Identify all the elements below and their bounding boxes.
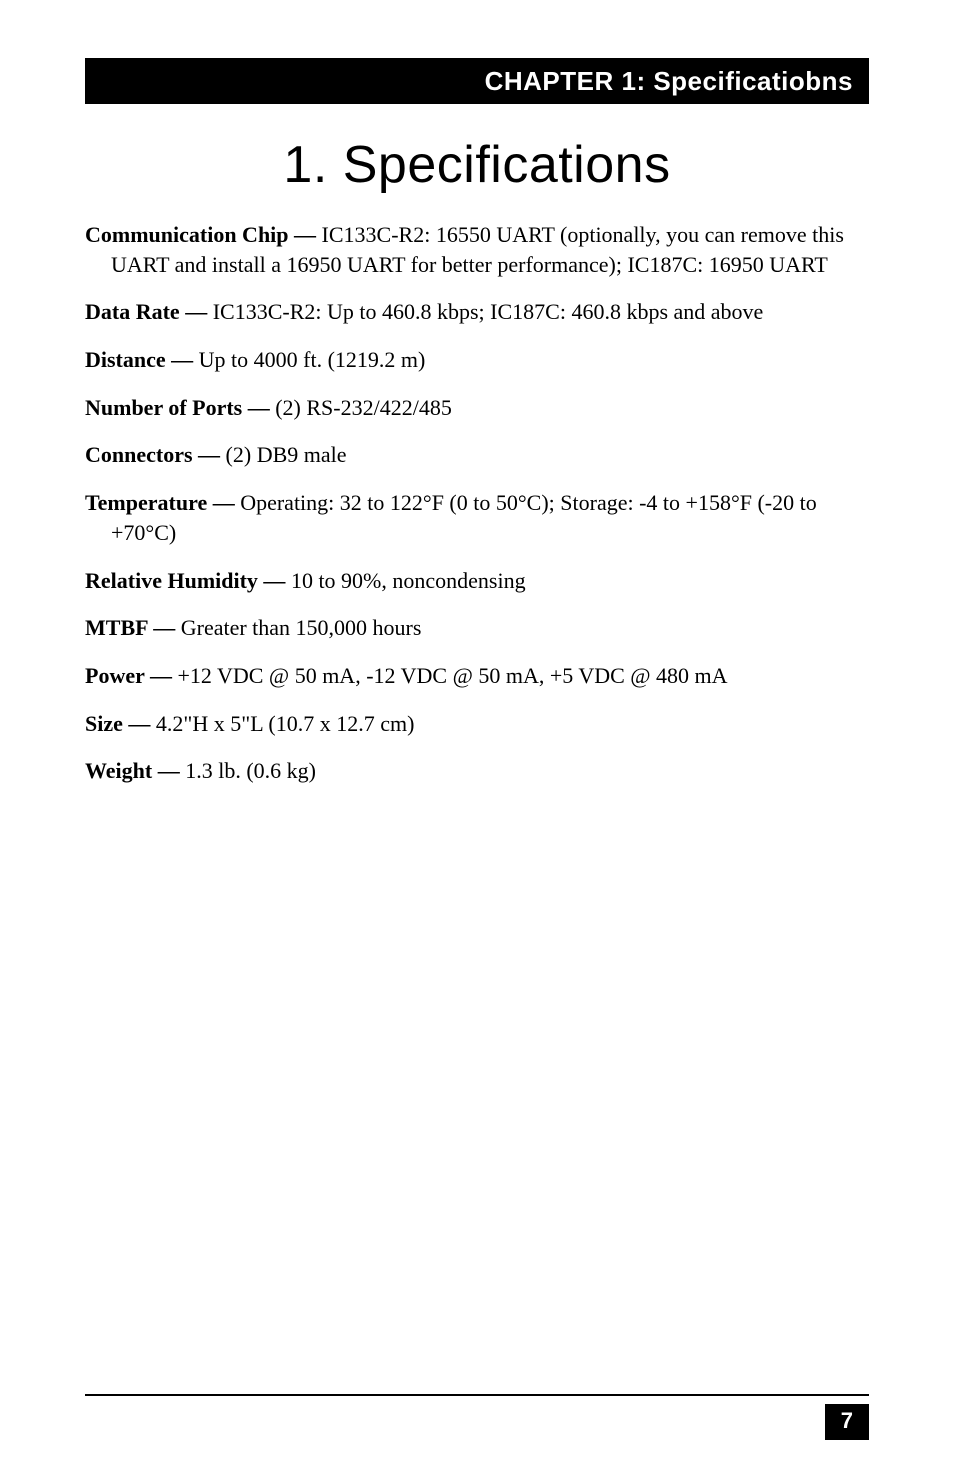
chapter-header: CHAPTER 1: Specificatiobns [85,58,869,104]
page-footer: 7 [85,1394,869,1440]
spec-value: 1.3 lb. (0.6 kg) [180,758,316,783]
footer-rule [85,1394,869,1396]
spec-row: Connectors — (2) DB9 male [85,440,869,470]
spec-label: Power — [85,663,172,688]
page-number: 7 [825,1404,869,1440]
spec-value: (2) DB9 male [220,442,346,467]
page-title: 1. Specifications [85,135,869,195]
spec-label: Weight — [85,758,180,783]
spec-label: MTBF — [85,615,175,640]
spec-row: Temperature — Operating: 32 to 122°F (0 … [85,488,869,547]
spec-label: Data Rate — [85,299,207,324]
spec-value: Up to 4000 ft. (1219.2 m) [193,347,425,372]
spec-row: Number of Ports — (2) RS-232/422/485 [85,393,869,423]
spec-row: Relative Humidity — 10 to 90%, nonconden… [85,566,869,596]
spec-label: Distance — [85,347,193,372]
spec-value: (2) RS-232/422/485 [270,395,452,420]
spec-row: Power — +12 VDC @ 50 mA, -12 VDC @ 50 mA… [85,661,869,691]
spec-row: Size — 4.2"H x 5"L (10.7 x 12.7 cm) [85,709,869,739]
spec-row: Weight — 1.3 lb. (0.6 kg) [85,756,869,786]
spec-row: Distance — Up to 4000 ft. (1219.2 m) [85,345,869,375]
spec-row: Communication Chip — IC133C-R2: 16550 UA… [85,220,869,279]
spec-row: Data Rate — IC133C-R2: Up to 460.8 kbps;… [85,297,869,327]
spec-value: 4.2"H x 5"L (10.7 x 12.7 cm) [150,711,414,736]
spec-label: Number of Ports — [85,395,270,420]
chapter-header-text: CHAPTER 1: Specificatiobns [485,66,853,97]
spec-value: Greater than 150,000 hours [175,615,421,640]
spec-label: Connectors — [85,442,220,467]
spec-row: MTBF — Greater than 150,000 hours [85,613,869,643]
spec-label: Communication Chip — [85,222,316,247]
spec-label: Relative Humidity — [85,568,285,593]
spec-label: Temperature — [85,490,235,515]
spec-value: IC133C-R2: Up to 460.8 kbps; IC187C: 460… [207,299,763,324]
spec-value: 10 to 90%, noncondensing [285,568,525,593]
spec-value: +12 VDC @ 50 mA, -12 VDC @ 50 mA, +5 VDC… [172,663,728,688]
spec-list: Communication Chip — IC133C-R2: 16550 UA… [85,220,869,804]
spec-label: Size — [85,711,150,736]
